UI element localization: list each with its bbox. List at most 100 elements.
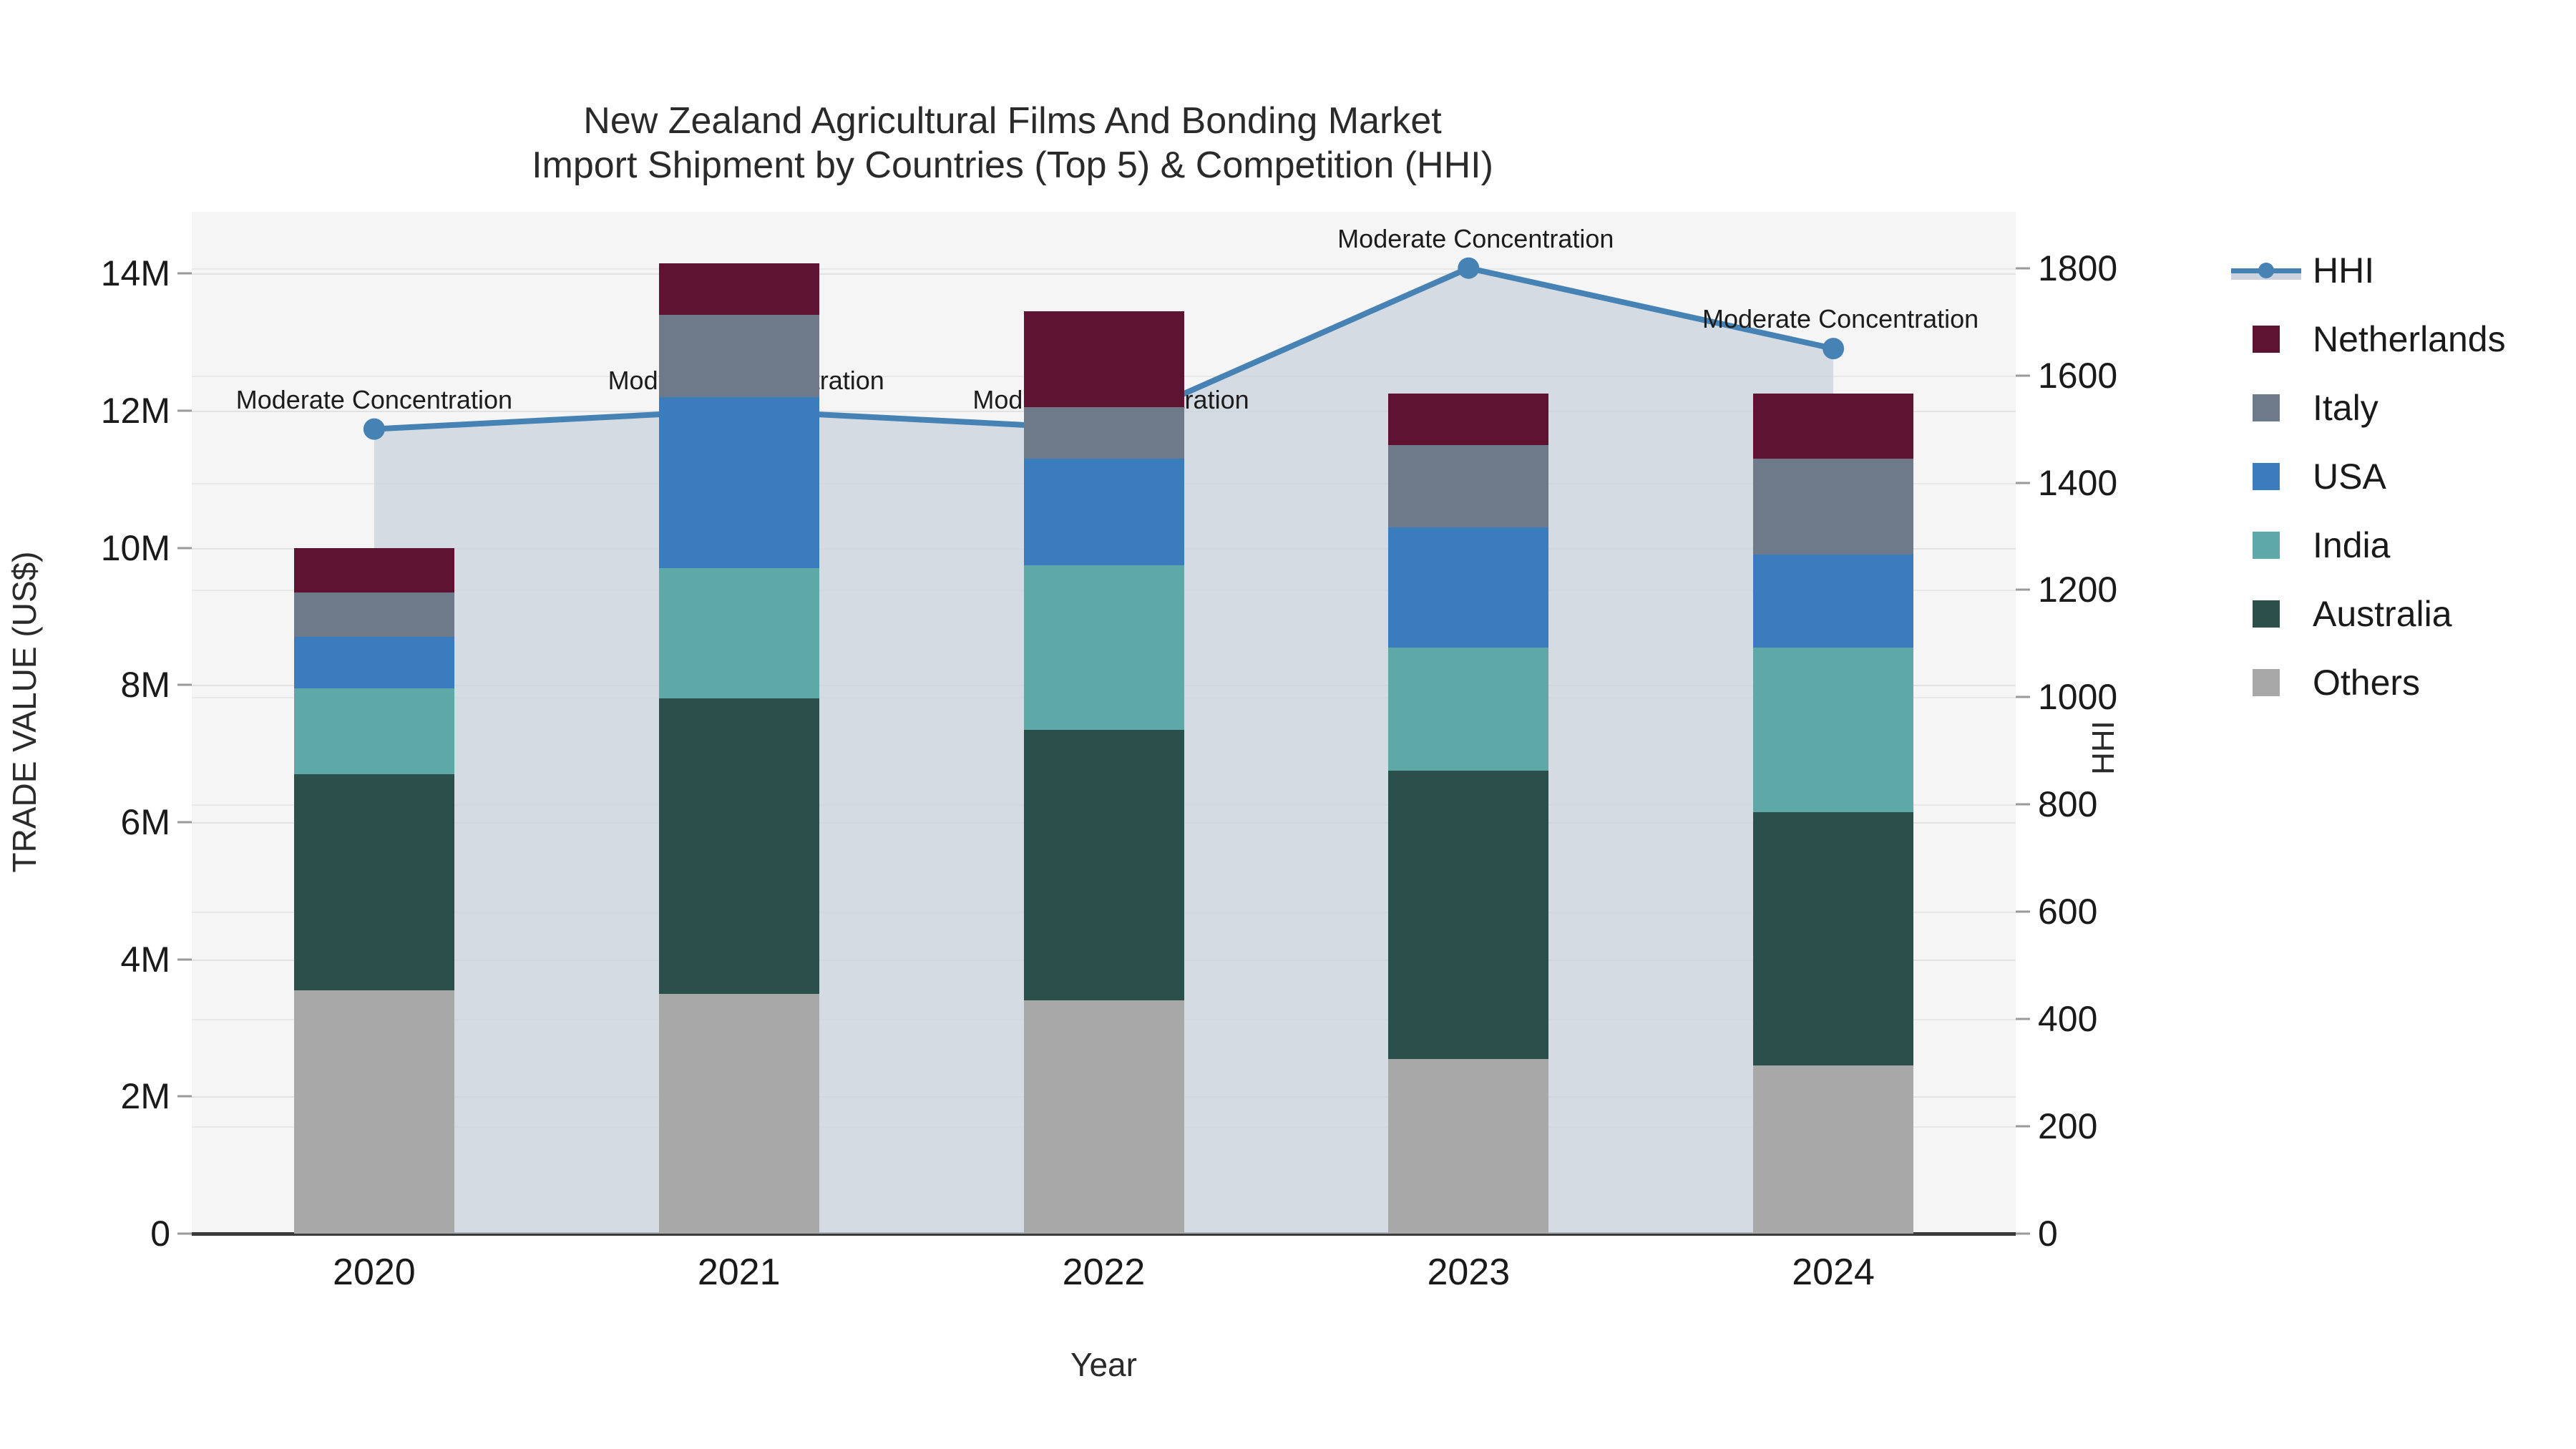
bar-segment[interactable] xyxy=(1023,311,1184,408)
y-axis-tick-right: 0 xyxy=(2038,1214,2058,1254)
y-axis-tick-mark-left xyxy=(177,409,192,412)
legend-color-swatch xyxy=(2253,669,2280,696)
legend-item-italy[interactable]: Italy xyxy=(2227,374,2570,442)
y-axis-tick-left: 6M xyxy=(120,801,170,842)
legend-line-marker xyxy=(2258,263,2274,278)
hhi-annotation-label: Moderate Concentration xyxy=(1702,304,1979,334)
y-axis-tick-mark-right xyxy=(2016,696,2030,698)
bar-segment[interactable] xyxy=(658,698,819,994)
y-axis-tick-mark-left xyxy=(177,272,192,275)
x-axis-tick: 2023 xyxy=(1427,1252,1511,1293)
legend-label: Australia xyxy=(2313,594,2452,634)
bar-segment[interactable] xyxy=(658,993,819,1234)
bar-segment[interactable] xyxy=(1023,407,1184,459)
y-axis-tick-mark-right xyxy=(2016,267,2030,270)
y-axis-tick-mark-left xyxy=(177,958,192,961)
bar-segment[interactable] xyxy=(1388,527,1549,648)
y-axis-label-left: TRADE VALUE (US$) xyxy=(6,551,43,873)
bar-segment[interactable] xyxy=(1388,444,1549,527)
y-axis-tick-right: 1800 xyxy=(2038,248,2118,288)
bar-segment[interactable] xyxy=(1023,565,1184,730)
bar-segment[interactable] xyxy=(1753,811,1914,1066)
y-axis-tick-mark-right xyxy=(2016,910,2030,913)
x-axis-label: Year xyxy=(1070,1346,1137,1383)
y-axis-tick-mark-right xyxy=(2016,588,2030,591)
chart-title-line-2: Import Shipment by Countries (Top 5) & C… xyxy=(532,144,1493,186)
y-axis-tick-right: 400 xyxy=(2038,999,2098,1040)
bar-segment[interactable] xyxy=(1753,393,1914,459)
y-axis-tick-right: 1400 xyxy=(2038,462,2118,503)
y-axis-tick-mark-right xyxy=(2016,482,2030,484)
legend-item-hhi[interactable]: HHI xyxy=(2227,236,2570,305)
legend-color-swatch xyxy=(2253,394,2280,421)
legend-color-swatch xyxy=(2253,463,2280,490)
x-axis-tick: 2021 xyxy=(697,1252,781,1293)
y-axis-label-right: HHI xyxy=(2086,721,2121,775)
bar-segment[interactable] xyxy=(658,568,819,699)
y-axis-tick-right: 600 xyxy=(2038,892,2098,932)
x-axis-tick: 2020 xyxy=(333,1252,416,1293)
bar-segment[interactable] xyxy=(293,637,454,689)
bar-segment[interactable] xyxy=(293,774,454,990)
bar-segment[interactable] xyxy=(293,990,454,1234)
y-axis-tick-mark-left xyxy=(177,1095,192,1098)
legend-color-swatch xyxy=(2253,600,2280,628)
bar-segment[interactable] xyxy=(1388,393,1549,445)
bar-segment[interactable] xyxy=(658,396,819,569)
chart-title: New Zealand Agricultural Films And Bondi… xyxy=(0,56,2025,231)
y-axis-tick-left: 4M xyxy=(120,939,170,980)
chart-legend: HHI Netherlands Italy USA India Australia Othe… xyxy=(2227,236,2570,717)
legend-label: USA xyxy=(2313,457,2386,497)
bar-segment[interactable] xyxy=(1388,647,1549,771)
legend-color-swatch xyxy=(2253,326,2280,353)
y-axis-tick-mark-left xyxy=(177,1232,192,1235)
y-axis-tick-right: 1000 xyxy=(2038,677,2118,718)
bar-segment[interactable] xyxy=(1388,1058,1549,1234)
legend-label: Others xyxy=(2313,663,2421,703)
bar-segment[interactable] xyxy=(1023,459,1184,565)
bar-segment[interactable] xyxy=(293,688,454,774)
bar-segment[interactable] xyxy=(293,592,454,638)
bar-segment[interactable] xyxy=(658,263,819,315)
bar-segment[interactable] xyxy=(1023,729,1184,1001)
y-axis-tick-right: 1600 xyxy=(2038,355,2118,396)
legend-label: HHI xyxy=(2313,250,2375,291)
y-axis-tick-mark-right xyxy=(2016,803,2030,806)
bar-segment[interactable] xyxy=(1753,459,1914,555)
x-axis-line xyxy=(192,1232,2016,1236)
legend-item-others[interactable]: Others xyxy=(2227,648,2570,717)
bar-segment[interactable] xyxy=(293,547,454,592)
legend-item-netherlands[interactable]: Netherlands xyxy=(2227,305,2570,374)
bar-segment[interactable] xyxy=(1753,555,1914,648)
y-axis-tick-left: 0 xyxy=(150,1214,170,1254)
x-axis-tick: 2024 xyxy=(1792,1252,1875,1293)
legend-item-india[interactable]: India xyxy=(2227,511,2570,580)
bar-segment[interactable] xyxy=(1753,647,1914,812)
legend-color-swatch xyxy=(2253,532,2280,559)
y-axis-tick-mark-right xyxy=(2016,1018,2030,1020)
bar-segment[interactable] xyxy=(1388,771,1549,1059)
bar-segment[interactable] xyxy=(658,314,819,397)
bar-segment[interactable] xyxy=(1023,1000,1184,1234)
y-axis-tick-left: 14M xyxy=(100,253,170,294)
y-axis-tick-mark-left xyxy=(177,683,192,686)
y-axis-tick-left: 12M xyxy=(100,390,170,431)
x-axis-tick: 2022 xyxy=(1062,1252,1146,1293)
y-axis-tick-mark-right xyxy=(2016,374,2030,377)
legend-label: Italy xyxy=(2313,388,2379,428)
hhi-annotation-label: Moderate Concentration xyxy=(1337,223,1614,253)
hhi-annotation-label: Moderate Concentration xyxy=(235,384,513,414)
y-axis-tick-mark-left xyxy=(177,547,192,550)
legend-item-usa[interactable]: USA xyxy=(2227,442,2570,511)
legend-label: Netherlands xyxy=(2313,319,2506,359)
y-axis-tick-mark-left xyxy=(177,821,192,824)
y-axis-tick-left: 10M xyxy=(100,527,170,568)
legend-item-australia[interactable]: Australia xyxy=(2227,580,2570,648)
bar-segment[interactable] xyxy=(1753,1065,1914,1234)
legend-label: India xyxy=(2313,525,2391,565)
y-axis-tick-left: 2M xyxy=(120,1076,170,1117)
legend-line-icon xyxy=(2231,257,2301,284)
y-axis-tick-mark-right xyxy=(2016,1125,2030,1128)
